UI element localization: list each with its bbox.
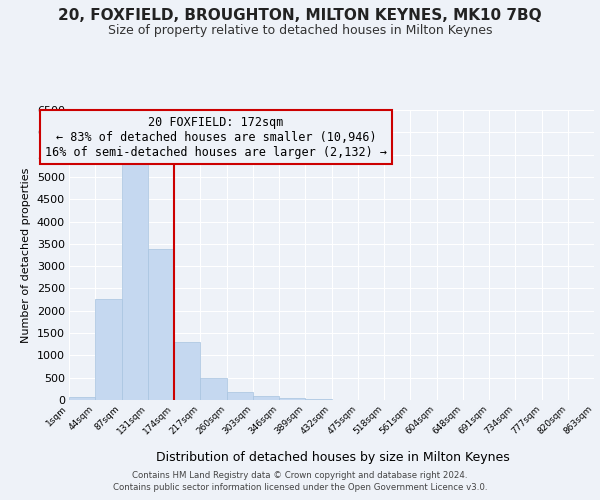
Bar: [253, 396, 279, 400]
Text: Contains public sector information licensed under the Open Government Licence v3: Contains public sector information licen…: [113, 483, 487, 492]
Text: Distribution of detached houses by size in Milton Keynes: Distribution of detached houses by size …: [156, 451, 510, 464]
Bar: [148, 249, 174, 400]
Text: Contains HM Land Registry data © Crown copyright and database right 2024.: Contains HM Land Registry data © Crown c…: [132, 472, 468, 480]
Bar: [227, 392, 253, 400]
Bar: [174, 342, 200, 400]
Text: Size of property relative to detached houses in Milton Keynes: Size of property relative to detached ho…: [108, 24, 492, 37]
Bar: [121, 158, 148, 400]
Y-axis label: Number of detached properties: Number of detached properties: [21, 168, 31, 342]
Text: 20 FOXFIELD: 172sqm
← 83% of detached houses are smaller (10,946)
16% of semi-de: 20 FOXFIELD: 172sqm ← 83% of detached ho…: [45, 116, 387, 159]
Bar: [95, 298, 121, 400]
Bar: [200, 378, 227, 400]
Text: 20, FOXFIELD, BROUGHTON, MILTON KEYNES, MK10 7BQ: 20, FOXFIELD, BROUGHTON, MILTON KEYNES, …: [58, 8, 542, 22]
Bar: [305, 398, 331, 400]
Bar: [69, 396, 95, 400]
Bar: [279, 398, 305, 400]
